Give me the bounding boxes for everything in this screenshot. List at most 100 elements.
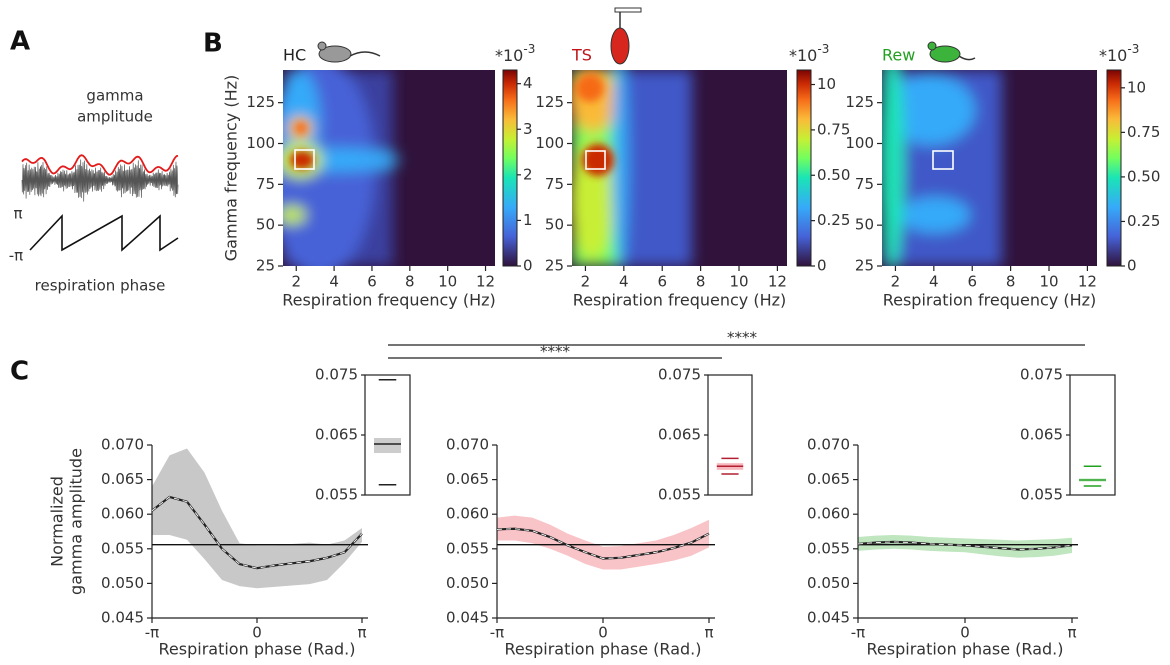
heatmap-image [283,70,495,266]
y-axis-label: Normalized [48,476,67,567]
colorbar-label: *10-3 [495,42,535,65]
roi-box [932,150,954,170]
colorbar-label-exponent: -3 [817,42,829,56]
mean-line-dash [496,528,710,559]
colorbar-label-base: *10 [1099,46,1127,65]
y-tick-label: 0.050 [101,574,144,592]
y-tick-label: 75 [855,175,874,193]
y-tick-label: 0.075 [658,366,701,384]
y-tick-label: 50 [256,216,275,234]
y-tick-label: 100 [246,134,275,152]
y-axis-label: gamma amplitude [67,448,86,595]
y-tick-label: 75 [545,175,564,193]
colorbar-label-exponent: -3 [1127,42,1139,56]
x-tick-label: 8 [1006,273,1016,291]
roi-box [585,150,606,170]
amplitude-envelope [21,154,179,176]
heatmap-image [572,70,787,266]
y-axis-label: Gamma frequency (Hz) [222,75,241,262]
y-tick-label: 0.070 [446,436,489,454]
x-tick-label: 10 [1039,273,1058,291]
colorbar [502,69,518,267]
y-tick-label: 100 [535,134,564,152]
x-tick-label: 2 [291,273,301,291]
colorbar-label: *10-3 [789,42,829,65]
y-tick-label: 0.045 [101,609,144,627]
y-tick-label: 0.075 [315,366,358,384]
colorbar-tick-label: 0.75 [1127,123,1160,141]
chart-title: HC [283,46,306,65]
colorbar-tick-label: 0 [1127,257,1137,275]
respiration-phase-trace [29,213,179,252]
y-tick-label: 0.050 [807,574,850,592]
phase-label: -π [9,247,23,265]
y-tick-label: 0.075 [1020,366,1063,384]
axes-spine [857,445,1078,619]
colorbar-label: *10-3 [1099,42,1139,65]
colorbar-tick-label: 3 [523,120,533,138]
colorbar-tick-label: 0 [523,257,533,275]
x-tick-label: -π [145,624,159,642]
y-tick-label: 0.065 [658,426,701,444]
y-tick-label: 0.055 [315,486,358,504]
colorbar-tick-label: 0.25 [817,211,850,229]
x-tick-label: 0 [960,624,970,642]
y-tick-label: 50 [545,216,564,234]
y-tick-label: 125 [535,93,564,111]
x-tick-label: 2 [581,273,591,291]
x-axis-label: Respiration frequency (Hz) [282,291,496,310]
colorbar-tick-label: 0 [817,257,827,275]
x-tick-label: 8 [405,273,415,291]
significance-label: **** [727,329,758,347]
panel-a-title: amplitude [77,108,153,126]
inset-frame [707,374,753,496]
colorbar-tick-label: 10 [817,75,836,93]
colorbar [796,69,812,267]
y-tick-label: 0.065 [807,470,850,488]
colorbar-tick-label: 0.75 [817,120,850,138]
y-tick-label: 125 [845,93,874,111]
x-axis-label: Respiration frequency (Hz) [883,291,1097,310]
y-tick-label: 25 [545,257,564,275]
colorbar-label-exponent: -3 [523,42,535,56]
colorbar-tick-label: 1 [523,211,533,229]
x-tick-label: 6 [657,273,667,291]
x-tick-label: 12 [1078,273,1097,291]
colorbar-label-base: *10 [789,46,817,65]
y-tick-label: 0.065 [101,470,144,488]
x-tick-label: 12 [768,273,787,291]
y-tick-label: 0.070 [101,436,144,454]
x-tick-label: 0 [252,624,262,642]
x-axis-label: Respiration phase (Rad.) [505,640,702,659]
error-band [497,515,709,570]
x-tick-label: π [357,624,366,642]
colorbar-tick-label: 10 [1127,78,1146,96]
heatmap-image [882,70,1097,266]
x-tick-label: -π [490,624,504,642]
y-tick-label: 0.055 [807,539,850,557]
x-tick-label: 6 [967,273,977,291]
inset-frame [1069,374,1116,496]
x-tick-label: 4 [929,273,939,291]
y-tick-label: 0.055 [1020,486,1063,504]
colorbar-tick-label: 0.25 [1127,212,1160,230]
x-tick-label: 4 [329,273,339,291]
panel-label: B [203,29,223,59]
panel-a-caption: respiration phase [35,277,166,295]
x-tick-label: π [704,624,713,642]
y-tick-label: 100 [845,134,874,152]
panel-label: C [10,357,29,387]
mouse-icon [927,41,976,63]
x-tick-label: -π [851,624,865,642]
mouse-icon [610,7,642,65]
phase-label: π [13,205,22,223]
x-tick-label: 8 [696,273,706,291]
y-tick-label: 0.060 [807,505,850,523]
y-tick-label: 0.055 [101,539,144,557]
x-tick-label: 4 [619,273,629,291]
y-tick-label: 0.060 [101,505,144,523]
x-tick-label: 12 [476,273,495,291]
y-tick-label: 0.055 [658,486,701,504]
colorbar-tick-label: 2 [523,165,533,183]
